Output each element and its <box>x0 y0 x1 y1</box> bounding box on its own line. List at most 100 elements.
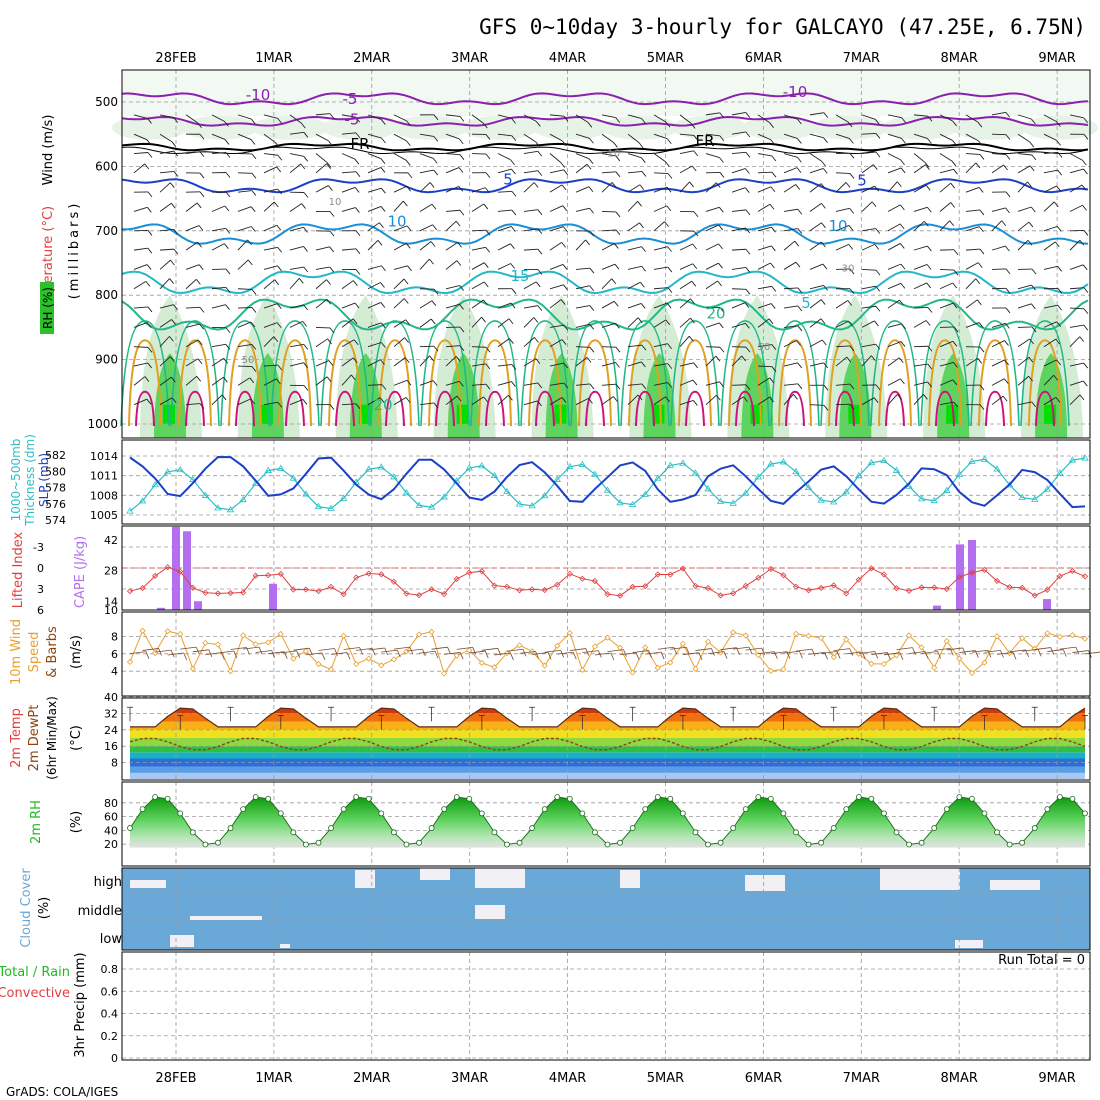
wind-barb <box>641 383 647 390</box>
upper-air-side-labels: Wind (m/s) Temperature (°C) (millibars) … <box>40 115 82 334</box>
wind-barb <box>847 300 853 306</box>
wind-barb <box>939 340 954 348</box>
wind-barb <box>429 182 435 188</box>
wind-barb-10m <box>145 651 150 659</box>
wind-barb <box>783 133 798 139</box>
wind-barb <box>303 385 309 391</box>
wind-barb <box>913 363 928 367</box>
wind-tick-label: 4 <box>111 665 118 678</box>
wind-barb <box>341 339 355 348</box>
wind-barb <box>237 307 253 309</box>
wind-barb <box>406 120 411 127</box>
wind-barb <box>535 141 541 148</box>
cloud-cover-label: Cloud Cover <box>19 868 34 948</box>
cape-bar <box>157 607 165 610</box>
wind-barb <box>1030 206 1036 213</box>
wind-barb <box>133 398 148 406</box>
wind-barb <box>497 209 512 212</box>
wind-barb <box>939 202 952 212</box>
wind-barb <box>289 304 304 309</box>
rh-tick-label: 60 <box>104 811 118 824</box>
wind-barb <box>224 121 229 127</box>
wind-barb <box>1028 356 1034 363</box>
cloud-clear-block <box>955 940 983 948</box>
lifted-index-point <box>1069 567 1076 575</box>
wind-barb <box>627 361 642 367</box>
rh-point <box>365 795 372 802</box>
wind-barb <box>809 263 824 270</box>
wind-barb <box>977 121 983 128</box>
wind-barb <box>639 184 645 191</box>
contour-20 <box>570 320 620 427</box>
thickness-point <box>641 490 649 497</box>
wind-barb <box>1004 359 1009 366</box>
wind-barb-10m <box>899 652 904 660</box>
wind-barb <box>601 229 616 232</box>
wind-barb <box>900 283 906 289</box>
wind-barb <box>861 320 875 328</box>
wind-barb <box>901 137 906 144</box>
wind-barb <box>575 207 590 212</box>
wind-barb <box>705 355 717 367</box>
temp-color-band <box>130 738 1085 747</box>
wind-barb <box>978 322 984 328</box>
wind-barb <box>641 344 647 351</box>
thickness-point <box>716 497 725 504</box>
wind-barb <box>575 163 588 174</box>
wind-barb <box>887 114 902 119</box>
wind-barb <box>1083 117 1089 124</box>
wind-barb-10m <box>1062 649 1067 657</box>
wind-barb <box>185 225 200 232</box>
wind-speed-point <box>667 659 674 666</box>
contour-30 <box>835 390 855 427</box>
lifted-index-point <box>265 572 272 579</box>
wind-barb-10m <box>569 648 586 651</box>
wind-barb <box>693 230 699 237</box>
wind-barb <box>549 397 563 406</box>
wind-barb <box>303 266 309 273</box>
rh-point <box>516 839 523 846</box>
wind-speed-point <box>591 643 598 650</box>
wind-barb <box>809 183 822 193</box>
thickness-point <box>377 463 386 470</box>
wind-barb <box>667 173 673 179</box>
wind-barb <box>770 262 775 269</box>
wind-barb <box>1043 133 1057 141</box>
wind-barb <box>445 241 458 251</box>
wind-barb <box>185 202 198 212</box>
wind-barb <box>341 153 356 160</box>
wind-barb <box>1017 114 1032 120</box>
wind-barb <box>407 172 413 179</box>
contour-label: 5 <box>801 294 811 312</box>
wind-barb <box>367 133 382 139</box>
wind-barb <box>380 302 386 308</box>
thickness-point <box>616 499 624 506</box>
wind-barb <box>875 285 881 292</box>
wind-barb <box>1017 165 1031 174</box>
contour-label: 15 <box>510 267 529 285</box>
wind-speed-point <box>277 630 284 638</box>
wind-barb <box>1029 338 1035 345</box>
lifted-index-point <box>503 583 511 590</box>
wind-barb <box>405 160 411 166</box>
wind-barb <box>497 394 509 406</box>
wind-barb <box>991 340 1005 348</box>
wind-barb <box>913 381 928 386</box>
wind-barb <box>185 264 200 270</box>
wind-barb <box>276 322 282 328</box>
wind-barb <box>199 133 205 140</box>
wind-barb <box>159 182 171 193</box>
wind-barb <box>355 230 361 237</box>
wind-barb <box>835 356 848 367</box>
wind-barb <box>523 337 535 348</box>
wind-barb <box>745 289 751 295</box>
slp-tick-label: 1008 <box>90 489 118 502</box>
wind-barb <box>497 338 510 348</box>
contour-20 <box>820 320 870 427</box>
wind-barb <box>237 343 252 348</box>
wind-barb <box>276 224 282 231</box>
thickness-point <box>365 465 373 472</box>
wind-barb <box>991 378 1005 386</box>
wind-barb <box>497 168 512 174</box>
rh-point <box>994 829 1000 836</box>
